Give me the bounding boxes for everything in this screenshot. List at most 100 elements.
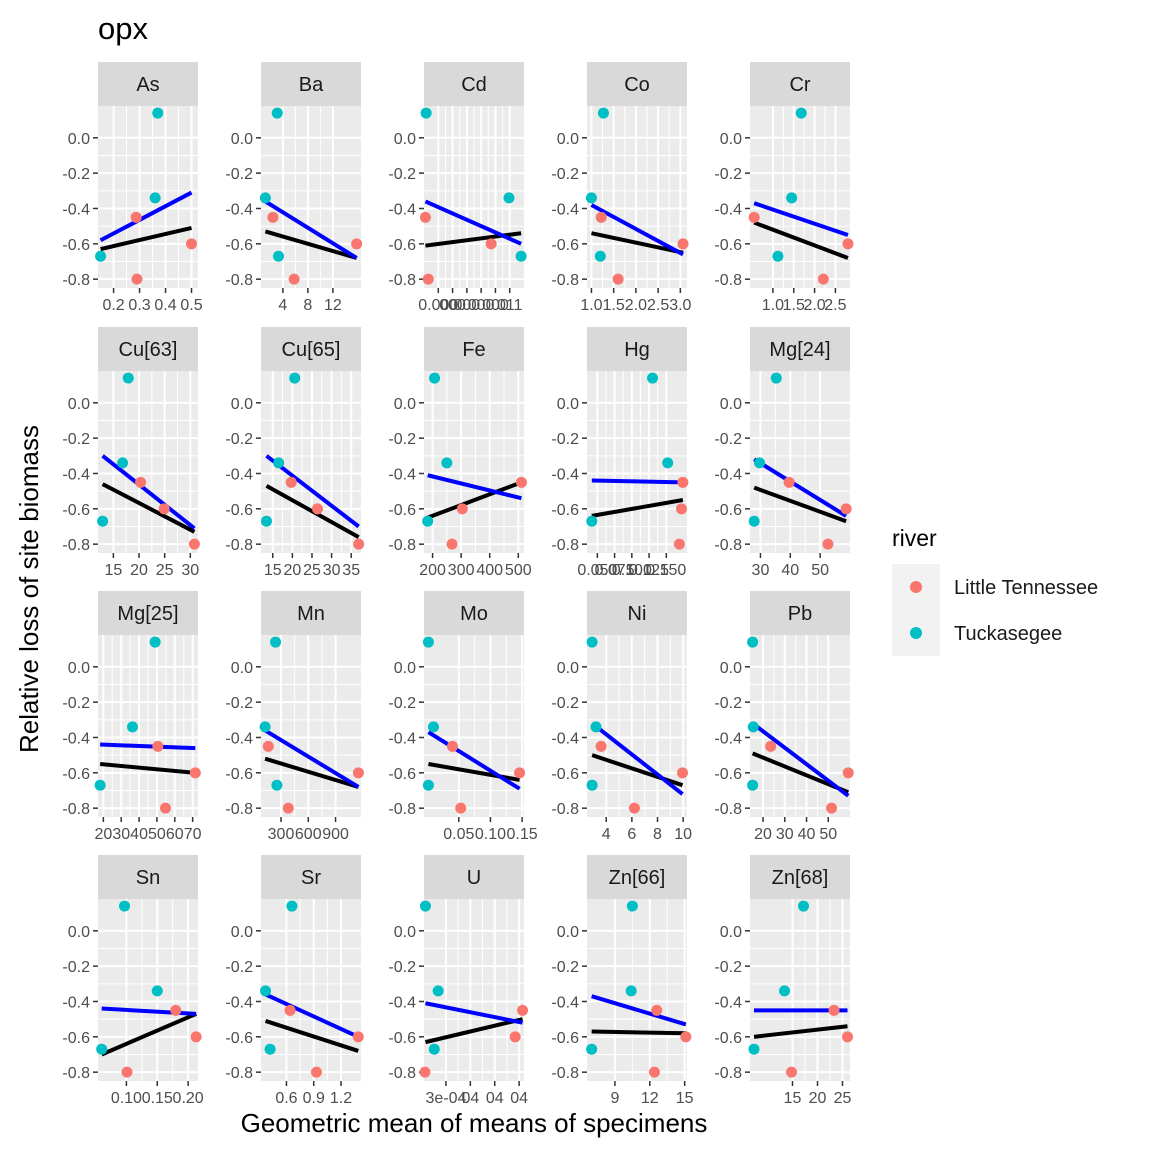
y-tick-label: -0.2 bbox=[388, 695, 416, 712]
x-tick-label: 2.5 bbox=[647, 297, 669, 314]
legend-key-background bbox=[892, 564, 940, 656]
y-tick-label: -0.4 bbox=[388, 201, 416, 218]
y-tick-label: -0.8 bbox=[388, 1065, 416, 1082]
x-tick-label: 300 bbox=[268, 826, 295, 843]
data-point-tuckasegee bbox=[432, 985, 444, 997]
data-point-little-tennessee bbox=[131, 273, 143, 285]
data-point-little-tennessee bbox=[130, 211, 142, 223]
x-tick-label: 35 bbox=[342, 562, 360, 579]
panel-data-layer bbox=[590, 721, 684, 796]
y-tick-label: -0.4 bbox=[388, 466, 416, 483]
x-tick-label: 4 bbox=[278, 297, 287, 314]
facet-strip-label-fe: Fe bbox=[462, 339, 485, 361]
data-point-little-tennessee bbox=[783, 476, 795, 488]
panel-data-layer bbox=[753, 457, 848, 524]
data-point-little-tennessee bbox=[352, 1031, 364, 1043]
y-tick-label: -0.8 bbox=[62, 272, 90, 289]
legend-key-little-tennessee bbox=[910, 581, 922, 593]
x-tick-label: 000 bbox=[468, 297, 495, 314]
data-point-tuckasegee bbox=[117, 457, 129, 469]
x-tick-label: 25 bbox=[303, 562, 321, 579]
data-point-little-tennessee bbox=[456, 503, 468, 515]
y-tick-label: -0.4 bbox=[714, 730, 742, 747]
data-point-tuckasegee bbox=[96, 1043, 108, 1055]
facet-panel: Mg[24] 0.0 -0.2 -0.4 -0.6 -0.8 30 40 50 bbox=[714, 327, 852, 579]
facet-strip bbox=[750, 855, 850, 899]
y-tick-label: 0.0 bbox=[720, 924, 742, 941]
y-tick-label: 0.0 bbox=[557, 131, 579, 148]
panel-background bbox=[98, 371, 198, 553]
y-tick-label: -0.6 bbox=[62, 237, 90, 254]
y-tick-label: -0.8 bbox=[225, 272, 253, 289]
facet-panel: Cr 0.0 -0.2 -0.4 -0.6 -0.8 1.01.52.02.5 bbox=[714, 62, 854, 314]
blue-fit-line bbox=[264, 728, 360, 789]
facet-strip-label-u: U bbox=[467, 867, 481, 889]
y-tick-label: -0.2 bbox=[388, 166, 416, 183]
data-point-tuckasegee bbox=[419, 900, 431, 912]
x-tick-label: 3e-04 bbox=[425, 1090, 466, 1107]
y-tick-label: -0.2 bbox=[388, 431, 416, 448]
y-tick-label: -0.2 bbox=[225, 959, 253, 976]
data-point-tuckasegee bbox=[260, 515, 272, 527]
panel-data-layer bbox=[265, 454, 360, 539]
facet-strip-label-cd: Cd bbox=[461, 74, 487, 96]
y-tick-label: -0.8 bbox=[551, 272, 579, 289]
x-tick-label: 30 bbox=[323, 562, 341, 579]
black-fit-line bbox=[265, 484, 360, 539]
data-point-tuckasegee bbox=[122, 372, 134, 384]
y-tick-label: -0.8 bbox=[62, 1065, 90, 1082]
data-point-little-tennessee bbox=[422, 273, 434, 285]
y-tick-label: -0.2 bbox=[551, 166, 579, 183]
facet-strip-label-ni: Ni bbox=[628, 603, 647, 625]
data-point-tuckasegee bbox=[97, 515, 109, 527]
y-tick-label: -0.2 bbox=[551, 959, 579, 976]
data-point-tuckasegee bbox=[429, 372, 441, 384]
x-tick-label: 1.0 bbox=[580, 297, 602, 314]
data-point-little-tennessee bbox=[517, 1004, 529, 1016]
black-fit-line bbox=[753, 220, 849, 260]
facet-strip bbox=[261, 62, 361, 106]
panel-data-layer bbox=[591, 994, 687, 1036]
y-tick-label: -0.8 bbox=[388, 801, 416, 818]
facet-strip-label-zn68: Zn[68] bbox=[772, 867, 829, 889]
data-point-little-tennessee bbox=[352, 767, 364, 779]
legend: river Little Tennessee Tuckasegee bbox=[892, 525, 1098, 656]
facet-strip-label-mg25: Mg[25] bbox=[117, 603, 178, 625]
data-point-little-tennessee bbox=[262, 740, 274, 752]
y-tick-label: 0.0 bbox=[720, 660, 742, 677]
facet-strip-label-co: Co bbox=[624, 74, 650, 96]
facet-panel: As 0.0 -0.2 -0.4 -0.6 -0.8 0.2 0.3 0.4 0.5 bbox=[62, 62, 203, 314]
black-fit-line bbox=[264, 229, 358, 260]
blue-fit-line bbox=[591, 478, 683, 485]
panel-background bbox=[587, 635, 687, 817]
facet-strip-label-cr: Cr bbox=[789, 74, 810, 96]
data-point-tuckasegee bbox=[273, 457, 285, 469]
x-tick-label: 25 bbox=[156, 562, 174, 579]
x-tick-label: 30 bbox=[776, 826, 794, 843]
data-point-little-tennessee bbox=[419, 211, 431, 223]
x-tick-label: 50 bbox=[811, 562, 829, 579]
facet-panels: As 0.0 -0.2 -0.4 -0.6 -0.8 0.2 0.3 0.4 0.5 Ba 0.0 -0… bbox=[62, 62, 854, 1107]
data-point-tuckasegee bbox=[647, 372, 659, 384]
y-tick-label: -0.2 bbox=[714, 166, 742, 183]
data-point-tuckasegee bbox=[422, 779, 434, 791]
data-point-little-tennessee bbox=[310, 1066, 322, 1078]
facet-panel: Ba 0.0 -0.2 -0.4 -0.6 -0.8 4 8 12 bbox=[225, 62, 363, 314]
facet-panel: Mo 0.0 -0.2 -0.4 -0.6 -0.8 0.05 0.10 0.15 bbox=[388, 591, 538, 843]
x-tick-label: 9 bbox=[610, 1090, 619, 1107]
y-tick-label: 0.0 bbox=[231, 396, 253, 413]
data-point-little-tennessee bbox=[353, 538, 365, 550]
y-tick-label: -0.2 bbox=[225, 431, 253, 448]
data-point-little-tennessee bbox=[840, 503, 852, 515]
data-point-little-tennessee bbox=[786, 1066, 797, 1078]
x-tick-label: 4 bbox=[602, 826, 611, 843]
facet-strip bbox=[424, 327, 524, 371]
panel-data-layer bbox=[264, 199, 358, 260]
data-point-tuckasegee bbox=[747, 636, 759, 648]
data-point-tuckasegee bbox=[586, 515, 598, 527]
panel-data-layer bbox=[427, 473, 523, 520]
x-tick-label: 04 bbox=[461, 1090, 479, 1107]
y-tick-label: 0.0 bbox=[68, 660, 90, 677]
blue-fit-line bbox=[99, 190, 193, 243]
